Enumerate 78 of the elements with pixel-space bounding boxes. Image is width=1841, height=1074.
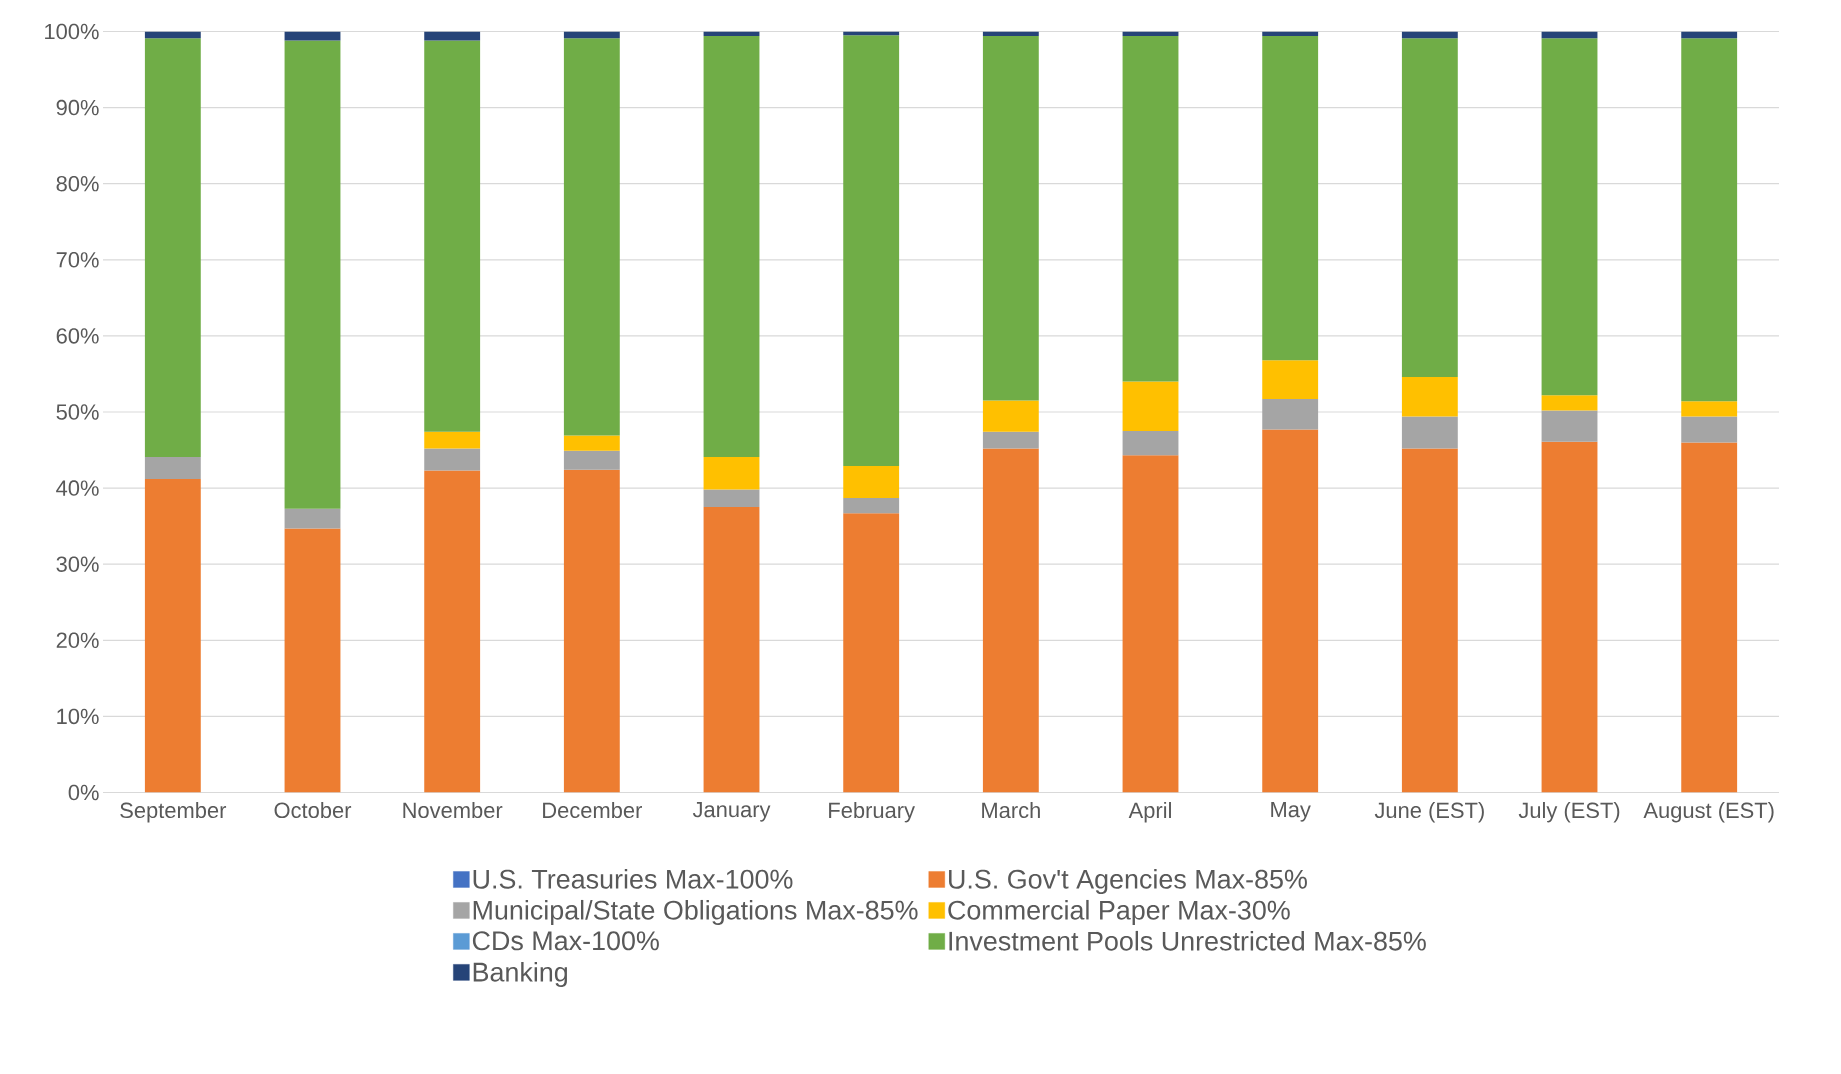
bar xyxy=(144,456,201,479)
bar xyxy=(563,469,620,793)
y-tick-label: 60% xyxy=(56,328,99,344)
x-tick-label: December xyxy=(543,802,643,819)
bar xyxy=(703,456,760,490)
bar xyxy=(1122,36,1179,382)
bar xyxy=(1122,381,1179,432)
x-tick-label: September xyxy=(120,802,227,823)
legend-label: Investment Pools Unrestricted Max-85% xyxy=(949,930,1426,951)
bar xyxy=(1681,38,1738,402)
bar xyxy=(1401,448,1458,793)
x-tick-label: March xyxy=(982,802,1040,819)
bar xyxy=(563,38,620,436)
x-tick-label: February xyxy=(829,802,915,823)
y-tick-label: 20% xyxy=(56,632,99,649)
bar xyxy=(424,40,481,432)
legend-label: U.S. Gov't Agencies Max-85% xyxy=(949,868,1307,895)
x-tick-label: October xyxy=(274,802,352,819)
bar xyxy=(424,470,481,793)
legend-label: Commercial Paper Max-30% xyxy=(948,899,1290,926)
bar xyxy=(284,40,341,509)
y-tick-label: 50% xyxy=(56,404,99,420)
bar xyxy=(144,478,201,793)
bar xyxy=(424,31,481,41)
bar xyxy=(1541,410,1598,442)
bar xyxy=(1401,376,1458,417)
bar xyxy=(1681,442,1738,793)
y-tick-label: 70% xyxy=(56,252,99,268)
bar xyxy=(982,431,1039,449)
legend-label: Municipal/State Obligations Max-85% xyxy=(473,899,918,926)
x-tick-label: June (EST) xyxy=(1374,802,1484,823)
x-tick-label: January xyxy=(692,802,771,822)
bar xyxy=(1401,416,1458,449)
y-tick-label: 40% xyxy=(56,480,99,496)
bar xyxy=(703,507,760,793)
x-tick-label: April xyxy=(1128,802,1171,823)
bar xyxy=(1122,455,1179,793)
bar xyxy=(843,466,900,498)
y-tick-label: 100% xyxy=(45,23,99,40)
bar xyxy=(843,513,900,793)
legend-label: U.S. Treasuries Max-100% xyxy=(473,868,793,889)
bar xyxy=(1681,401,1738,417)
bar xyxy=(843,35,900,467)
legend-label: Banking xyxy=(473,961,568,987)
x-tick-label: November xyxy=(403,802,503,819)
bar xyxy=(284,31,341,41)
bar xyxy=(1262,360,1319,400)
x-tick-label: August (EST) xyxy=(1643,802,1774,823)
bar xyxy=(843,497,900,514)
x-tick-label: July (EST) xyxy=(1518,802,1620,823)
y-tick-label: 30% xyxy=(56,556,99,572)
bar xyxy=(1122,431,1179,456)
bar xyxy=(563,435,620,451)
y-tick-label: 80% xyxy=(56,175,99,192)
y-tick-label: 90% xyxy=(56,99,99,116)
bar xyxy=(982,448,1039,793)
bar xyxy=(1541,38,1598,396)
bar xyxy=(703,489,760,508)
bar xyxy=(424,431,481,449)
bar xyxy=(424,448,481,471)
legend-label: CDs Max-100% xyxy=(472,931,659,951)
bar xyxy=(1681,416,1738,443)
bar xyxy=(1262,429,1319,793)
x-tick-label: May xyxy=(1271,802,1311,822)
bar xyxy=(1262,36,1319,361)
bar xyxy=(703,36,760,457)
bar xyxy=(1262,399,1319,430)
y-tick-label: 10% xyxy=(57,708,99,725)
bar xyxy=(1541,441,1598,793)
bar xyxy=(563,450,620,470)
bar xyxy=(982,36,1039,401)
bar xyxy=(1401,38,1458,377)
bar xyxy=(1541,395,1598,411)
bar xyxy=(284,508,341,529)
bar xyxy=(284,528,341,793)
y-tick-label: 0% xyxy=(68,784,99,801)
bar xyxy=(144,38,201,457)
bar xyxy=(982,400,1039,432)
